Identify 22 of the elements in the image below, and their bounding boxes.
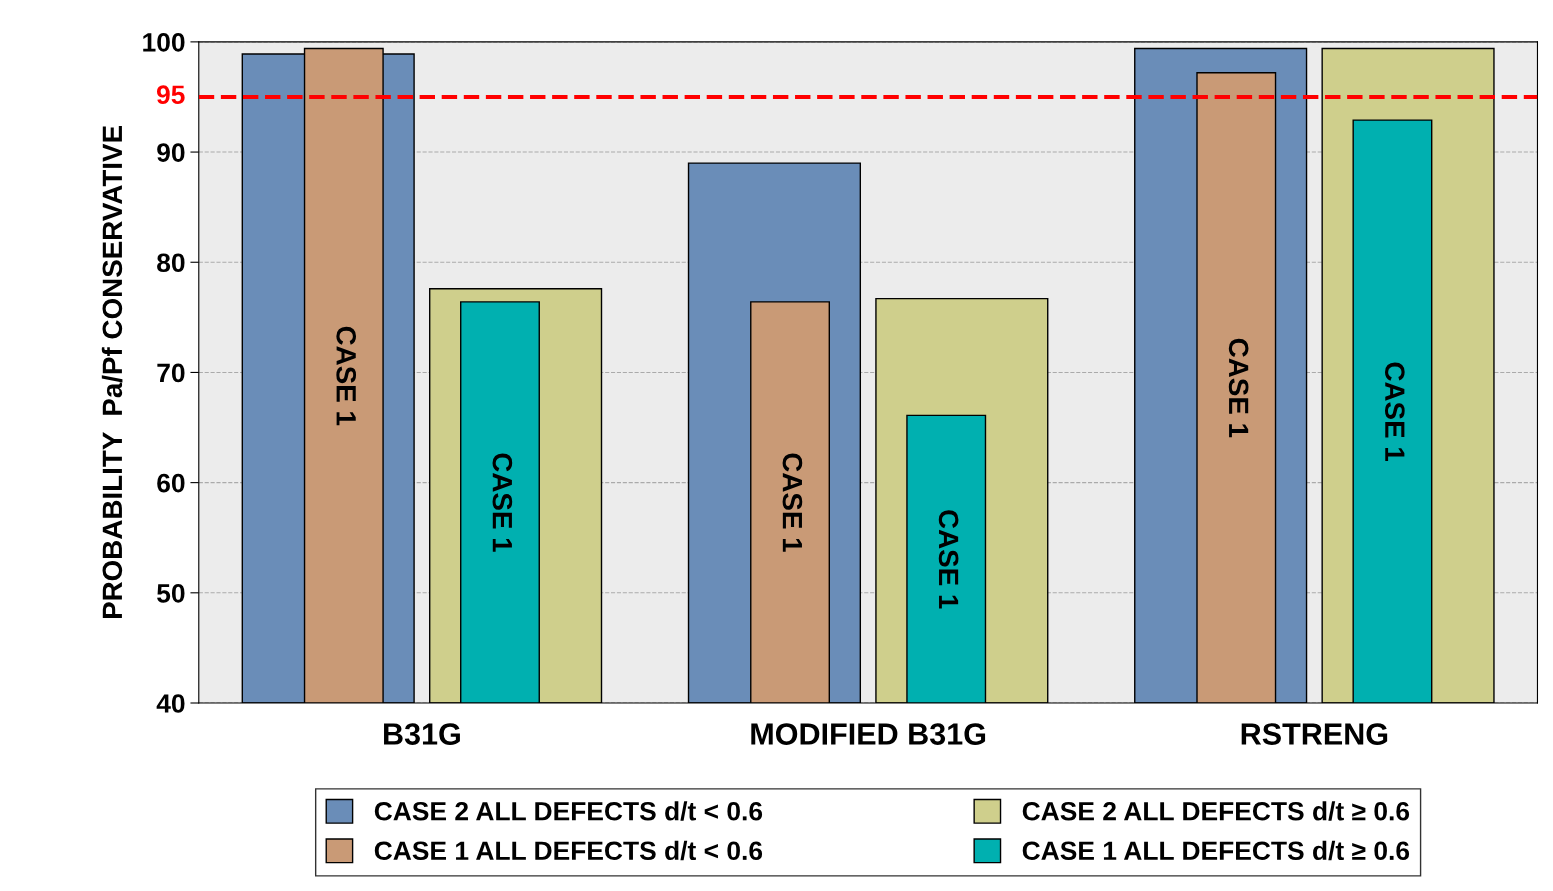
ref-line-label: 95 [156,85,185,105]
data-label: CASE 1 [1228,338,1249,438]
data-label: CASE 1 [1384,362,1405,461]
data-label: CASE 1 [938,510,959,609]
legend-label: CASE 2 ALL DEFECTS d/t ≥ 0.6 [1022,801,1410,821]
legend-label: CASE 1 ALL DEFECTS d/t ≥ 0.6 [1022,840,1410,861]
data-label: CASE 1 [492,453,513,552]
y-tick-label: 100 [143,33,185,52]
y-tick-label: 40 [156,694,185,713]
data-label: CASE 1 [336,326,357,426]
x-tick-label: B31G [384,723,460,745]
x-tick-label: MODIFIED B31G [751,723,986,745]
y-tick-label: 80 [157,253,185,273]
y-tick-label: 50 [157,583,185,603]
y-tick-label: 70 [157,363,185,383]
x-tick-label: RSTRENG [1241,723,1388,745]
legend-label: CASE 1 ALL DEFECTS d/t < 0.6 [374,840,763,861]
y-tick-label: 90 [157,143,185,162]
y-axis-title: PROBABILITY Pa/Pf CONSERVATIVE [101,126,123,619]
legend-label: CASE 2 ALL DEFECTS d/t < 0.6 [374,801,763,821]
data-label: CASE 1 [782,453,803,552]
y-tick-label: 60 [157,473,185,493]
